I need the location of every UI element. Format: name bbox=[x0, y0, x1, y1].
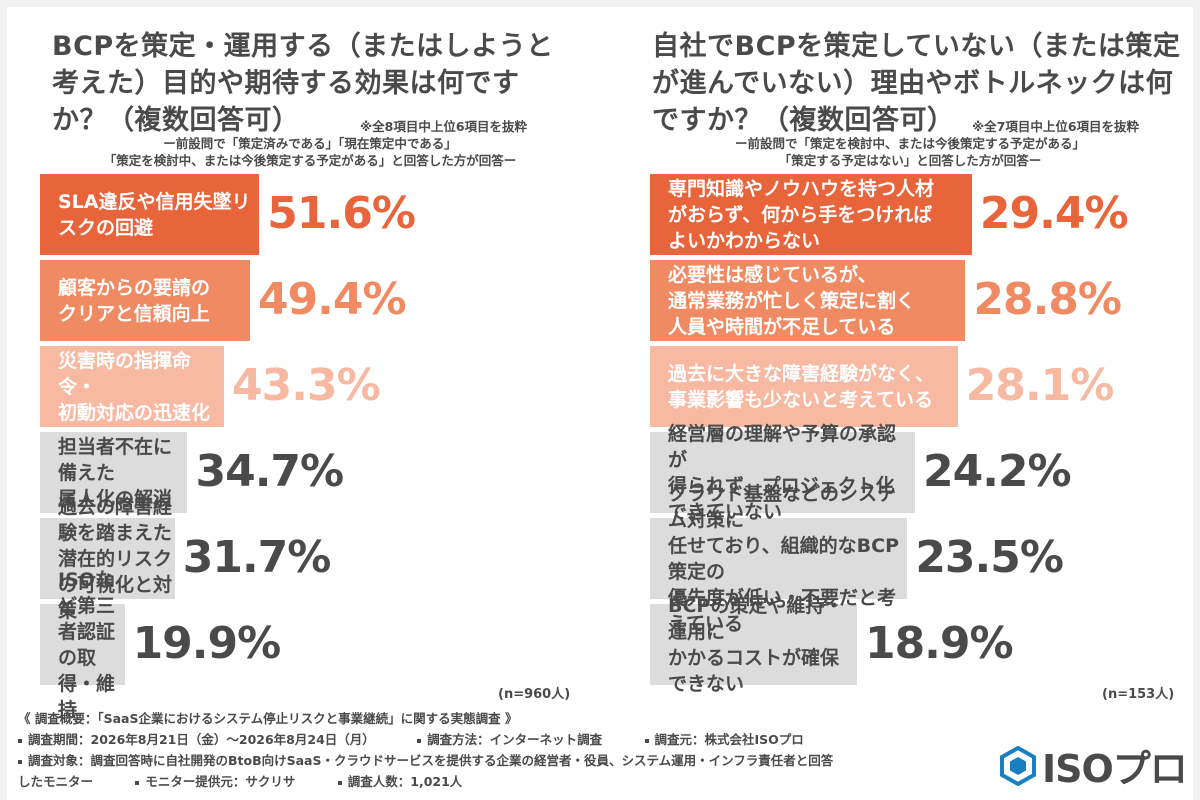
bullet-icon bbox=[135, 780, 140, 785]
right-value-label-4: 24.2% bbox=[922, 446, 1072, 497]
left-value-label-4: 34.7% bbox=[195, 446, 344, 497]
right-value-label-5: 23.5% bbox=[915, 532, 1064, 583]
bullet-icon bbox=[644, 738, 649, 743]
left-chart-panel: BCPを策定・運用する（またはしようと考えた）目的や期待する効果は何ですか？（複… bbox=[0, 0, 600, 721]
left-sample-size: (n=960人) bbox=[498, 687, 571, 702]
left-condition-line2: 「策定を検討中、または今後策定する予定がある」と回答した方が回答ー bbox=[103, 153, 517, 168]
survey-title: 《 調査概要：「SaaS企業におけるシステム停止リスクと事業継続」に関する実態調… bbox=[18, 711, 518, 726]
survey-organizer-text: 調査元：株式会社ISOプロ bbox=[654, 732, 804, 747]
isopro-logo: ISOプロ bbox=[1000, 738, 1188, 793]
right-value-label-2: 28.8% bbox=[973, 274, 1122, 325]
left-value-label-6: 19.9% bbox=[132, 618, 282, 669]
right-value-label-3: 28.1% bbox=[965, 360, 1115, 411]
right-bar-label-3: 過去に大きな障害経験がなく、 事業影響も少ないと考えている bbox=[668, 362, 935, 411]
logo-text: ISOプロ bbox=[1042, 747, 1188, 791]
right-value-label-6: 18.9% bbox=[864, 618, 1014, 669]
left-condition: ー前設問で「策定済みである」「現在策定中である」 「策定を検討中、または今後策定… bbox=[40, 135, 580, 169]
survey-period-text: 調査期間：2026年8月21日（金）〜2026年8月24日（月） bbox=[28, 732, 375, 747]
survey-row-2: 調査対象：調査回答時に自社開発のBtoB向けSaaS・クラウドサービスを提供する… bbox=[18, 750, 1018, 771]
survey-footer: 《 調査概要：「SaaS企業におけるシステム停止リスクと事業継続」に関する実態調… bbox=[18, 708, 1018, 792]
right-bar-3: 過去に大きな障害経験がなく、 事業影響も少ないと考えている bbox=[650, 346, 958, 427]
survey-respondents-text: 調査人数：1,021人 bbox=[347, 774, 463, 789]
right-bar-4: 経営層の理解や予算の承認が 得られず、プロジェクト化 できていない bbox=[650, 423, 915, 523]
left-bars: SLA違反や信用失墜リスクの回避 51.6% 顧客からの要請の クリアと信頼向上 49… bbox=[0, 0, 600, 721]
left-bar-4: 担当者不在に備えた 属人化の解消 bbox=[40, 432, 188, 513]
left-value-label-3: 43.3% bbox=[232, 360, 381, 411]
right-bar-label-5: クラウド基盤などのシステム対策に 任せており、組織的なBCP策定の 優先度が低い… bbox=[668, 482, 900, 635]
hexagon-logo-icon bbox=[1000, 745, 1036, 786]
survey-method: 調査方法：インターネット調査 bbox=[417, 729, 602, 750]
survey-target-cont: したモニター bbox=[18, 774, 94, 789]
left-bar-label-5: 過去の障害経験を踏まえた 潜在的リスクの可視化と対策 bbox=[58, 495, 173, 622]
survey-period: 調査期間：2026年8月21日（金）〜2026年8月24日（月） bbox=[18, 729, 375, 750]
left-bar-6: ISOなど第三者認証 の取得・維持 bbox=[40, 569, 125, 721]
right-bar-label-4: 経営層の理解や予算の承認が 得られず、プロジェクト化 できていない bbox=[668, 422, 897, 523]
right-bar-5: クラウド基盤などのシステム対策に 任せており、組織的なBCP策定の 優先度が低い… bbox=[650, 483, 908, 635]
survey-target-text: 調査対象：調査回答時に自社開発のBtoB向けSaaS・クラウドサービスを提供する… bbox=[28, 753, 834, 768]
left-question-title: BCPを策定・運用する（またはしようと考えた）目的や期待する効果は何ですか？（複… bbox=[52, 31, 554, 136]
left-condition-line1: ー前設問で「策定済みである」「現在策定中である」 bbox=[163, 136, 457, 151]
survey-provider: モニター提供元：サクリサ bbox=[135, 771, 295, 792]
right-condition: ー前設問で「策定を検討中、または今後策定する予定がある」 「策定する予定はない」… bbox=[640, 135, 1180, 169]
bullet-icon bbox=[18, 759, 22, 764]
left-bar-label-2: 顧客からの要請の クリアと信頼向上 bbox=[58, 276, 211, 325]
left-bar-label-1: SLA違反や信用失墜リスクの回避 bbox=[58, 190, 251, 239]
right-bar-2: 必要性は感じているが、 通常業務が忙しく策定に割く 人員や時間が不足している bbox=[650, 260, 966, 341]
left-bar-3: 災害時の指揮命令・ 初動対応の迅速化 bbox=[40, 346, 225, 427]
left-bar-label-3: 災害時の指揮命令・ 初動対応の迅速化 bbox=[58, 349, 211, 424]
left-note: ※全8項目中上位6項目を抜粋 bbox=[360, 119, 528, 134]
right-bar-6: BCPの策定や維持・運用に かかるコストが確保できない bbox=[650, 595, 857, 695]
survey-provider-text: モニター提供元：サクリサ bbox=[145, 774, 296, 789]
right-question-title: 自社でBCPを策定していない（または策定が進んでいない）理由やボトルネックは何で… bbox=[652, 31, 1181, 136]
left-value-label-2: 49.4% bbox=[257, 274, 407, 325]
survey-row-3: したモニター モニター提供元：サクリサ 調査人数：1,021人 bbox=[18, 771, 1018, 792]
left-bar-1: SLA違反や信用失墜リスクの回避 bbox=[40, 174, 260, 255]
right-bar-label-2: 必要性は感じているが、 通常業務が忙しく策定に割く 人員や時間が不足している bbox=[668, 263, 916, 338]
survey-row-1: 調査期間：2026年8月21日（金）〜2026年8月24日（月） 調査方法：イン… bbox=[18, 729, 1018, 750]
right-value-label-1: 29.4% bbox=[979, 188, 1129, 239]
right-condition-line2: 「策定する予定はない」と回答した方が回答ー bbox=[778, 153, 1042, 168]
survey-organizer: 調査元：株式会社ISOプロ bbox=[644, 729, 804, 750]
right-bars: 専門知識やノウハウを持つ人材 がおらず、何から手をつければ よいかわからない 29… bbox=[600, 0, 1200, 705]
right-bar-label-1: 専門知識やノウハウを持つ人材 がおらず、何から手をつければ よいかわからない bbox=[668, 177, 935, 252]
bullet-icon bbox=[417, 738, 422, 743]
bullet-icon bbox=[18, 738, 22, 743]
right-bar-label-6: BCPの策定や維持・運用に かかるコストが確保できない bbox=[668, 594, 844, 695]
left-value-label-1: 51.6% bbox=[267, 188, 416, 239]
left-value-label-5: 31.7% bbox=[182, 532, 332, 583]
right-condition-line1: ー前設問で「策定を検討中、または今後策定する予定がある」 bbox=[734, 136, 1085, 151]
survey-target: 調査対象：調査回答時に自社開発のBtoB向けSaaS・クラウドサービスを提供する… bbox=[18, 753, 833, 768]
right-bar-1: 専門知識やノウハウを持つ人材 がおらず、何から手をつければ よいかわからない bbox=[650, 174, 972, 255]
right-chart-panel: 自社でBCPを策定していない（または策定が進んでいない）理由やボトルネックは何で… bbox=[600, 0, 1200, 705]
left-bar-2: 顧客からの要請の クリアと信頼向上 bbox=[40, 260, 250, 341]
right-note: ※全7項目中上位6項目を抜粋 bbox=[972, 119, 1140, 134]
left-bar-label-4: 担当者不在に備えた 属人化の解消 bbox=[58, 435, 173, 510]
left-bar-5: 過去の障害経験を踏まえた 潜在的リスクの可視化と対策 bbox=[40, 496, 175, 622]
right-sample-size: (n=153人) bbox=[1102, 687, 1175, 702]
bullet-icon bbox=[337, 780, 342, 785]
survey-method-text: 調査方法：インターネット調査 bbox=[427, 732, 603, 747]
left-bar-label-6: ISOなど第三者認証 の取得・維持 bbox=[58, 568, 116, 721]
survey-respondents: 調査人数：1,021人 bbox=[337, 771, 463, 792]
